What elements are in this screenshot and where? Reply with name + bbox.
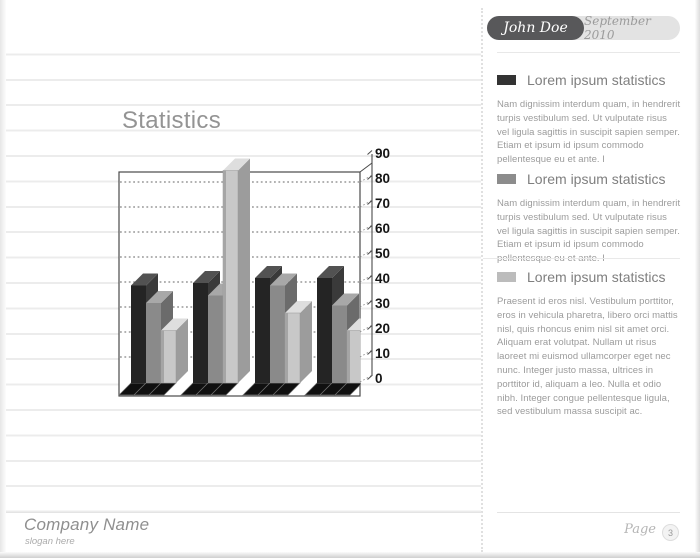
section-2-title: Lorem ipsum statistics bbox=[527, 171, 666, 187]
section-3-body: Praesent id eros nisl. Vestibulum portti… bbox=[497, 296, 678, 418]
legend-swatch-dark-icon bbox=[497, 75, 516, 85]
header-author-pill: John Doe bbox=[487, 16, 584, 40]
section-1-body: Nam dignissim interdum quam, in hendreri… bbox=[497, 99, 681, 166]
svg-text:20: 20 bbox=[375, 321, 390, 336]
page-label: Page bbox=[624, 522, 656, 537]
legend-swatch-medium-icon bbox=[497, 174, 516, 184]
page-right-edge bbox=[695, 0, 700, 558]
section-divider bbox=[483, 258, 680, 259]
sidebar-section-2: Lorem ipsum statistics Nam dignissim int… bbox=[497, 171, 681, 266]
header-pill: September 2010 John Doe bbox=[487, 14, 680, 42]
page-title: Statistics bbox=[122, 107, 222, 134]
svg-text:70: 70 bbox=[375, 196, 390, 211]
svg-text:40: 40 bbox=[375, 271, 390, 286]
svg-text:80: 80 bbox=[375, 171, 390, 186]
statistics-chart: 0 10 20 30 40 50 60 70 80 90 bbox=[113, 143, 405, 405]
sidebar-section-1: Lorem ipsum statistics Nam dignissim int… bbox=[497, 72, 681, 167]
svg-text:10: 10 bbox=[375, 346, 390, 361]
sidebar-dotted-divider bbox=[481, 8, 483, 552]
section-1-title: Lorem ipsum statistics bbox=[527, 72, 666, 88]
svg-text:30: 30 bbox=[375, 296, 390, 311]
header-author: John Doe bbox=[503, 20, 568, 36]
svg-text:50: 50 bbox=[375, 246, 390, 261]
company-slogan: slogan here bbox=[25, 536, 75, 547]
svg-text:60: 60 bbox=[375, 221, 390, 236]
section-1-header: Lorem ipsum statistics bbox=[497, 72, 681, 88]
legend-swatch-light-icon bbox=[497, 272, 516, 282]
page-number-badge: 3 bbox=[662, 524, 679, 541]
section-3-title: Lorem ipsum statistics bbox=[527, 269, 666, 285]
page-left-edge bbox=[0, 0, 6, 558]
bar-chart-3d: 0 10 20 30 40 50 60 70 80 90 bbox=[118, 146, 390, 397]
section-2-body: Nam dignissim interdum quam, in hendreri… bbox=[497, 198, 681, 264]
section-3-header: Lorem ipsum statistics bbox=[497, 269, 681, 285]
header-divider bbox=[497, 52, 680, 53]
footer-divider-left bbox=[6, 512, 482, 513]
svg-text:0: 0 bbox=[375, 371, 383, 386]
section-2-header: Lorem ipsum statistics bbox=[497, 171, 681, 187]
footer-divider-right bbox=[497, 512, 680, 513]
page-number: 3 bbox=[667, 527, 673, 538]
svg-text:90: 90 bbox=[375, 146, 390, 161]
company-name: Company Name bbox=[24, 515, 150, 534]
header-date: September 2010 bbox=[584, 14, 651, 42]
sidebar-section-3: Lorem ipsum statistics Praesent id eros … bbox=[497, 269, 681, 419]
page-bottom-edge bbox=[0, 552, 700, 558]
